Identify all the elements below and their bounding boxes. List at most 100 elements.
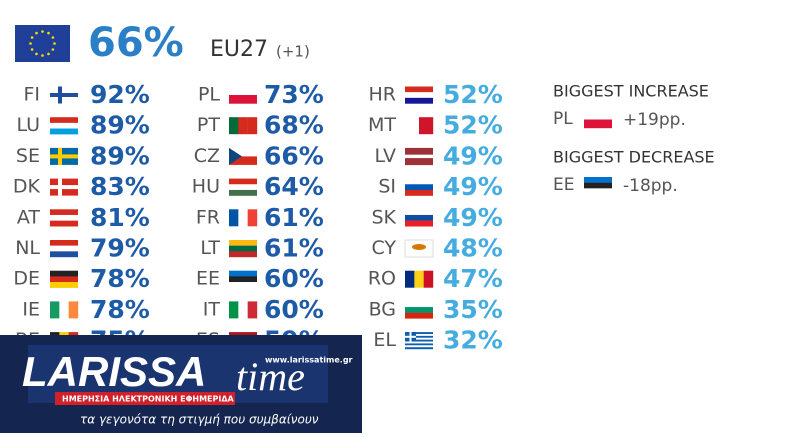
country-row: IT 60% [203, 295, 324, 324]
flag-part [584, 119, 612, 129]
eu-star [41, 30, 44, 33]
logo-tagline: τα γεγονότα τη στιγμή που συμβαίνουν [80, 413, 319, 427]
flag-part [405, 147, 433, 152]
logo-name: LARISSA [22, 348, 206, 395]
eu-value: 66% [88, 20, 184, 66]
country-value: 66% [264, 141, 324, 170]
flag-part [238, 117, 248, 135]
country-code: HR [369, 84, 397, 106]
flag-part [405, 220, 433, 227]
flag-part [229, 95, 257, 104]
country-row: HR 52% [369, 80, 503, 109]
flag-part [50, 276, 78, 283]
flag-part [247, 209, 258, 227]
country-code: RO [368, 268, 396, 290]
logo-name2: time [236, 354, 305, 399]
flag-part [247, 301, 258, 319]
country-value: 49% [443, 141, 503, 170]
highlight-code: EE [553, 175, 574, 195]
country-row: BG 35% [369, 295, 503, 324]
flag-part [405, 335, 416, 338]
flag-part [405, 184, 433, 191]
flag-part [584, 111, 612, 120]
flag-part [50, 220, 78, 227]
country-value: 68% [264, 111, 324, 140]
flag-part [229, 156, 257, 165]
country-code: PT [197, 114, 220, 136]
country-row: LV 49% [375, 141, 503, 170]
flag-part [50, 185, 78, 190]
flag-part [405, 333, 433, 336]
country-code: HU [192, 176, 220, 198]
country-row: IE 78% [22, 295, 149, 324]
flag-part [405, 339, 433, 342]
flag-part [229, 276, 257, 283]
eu-star [47, 52, 50, 56]
country-value: 60% [264, 295, 324, 324]
flag-part [405, 345, 433, 348]
country-code: SE [16, 145, 40, 167]
flag-part [50, 251, 78, 258]
highlight-change: +19pp. [623, 110, 686, 130]
country-value: 47% [443, 264, 503, 293]
country-code: SK [371, 206, 396, 228]
country-code: BG [369, 298, 396, 320]
country-value: 83% [90, 172, 150, 201]
flag-part [50, 214, 78, 221]
flag-part [405, 86, 433, 93]
flag-part [229, 147, 242, 165]
country-row: HU 64% [192, 172, 324, 201]
country-value: 61% [264, 203, 324, 232]
flag-part [414, 270, 424, 288]
country-code: FR [196, 206, 220, 228]
country-code: PL [198, 84, 220, 106]
country-code: CZ [194, 145, 220, 167]
flag-part [405, 214, 433, 221]
flag-part [405, 335, 433, 338]
flag-part [229, 251, 257, 258]
flag-part [229, 245, 257, 252]
flag-part [229, 189, 257, 196]
country-value: 92% [90, 80, 150, 109]
flag-part [68, 301, 79, 319]
flag-part [405, 92, 433, 99]
country-code: IE [22, 298, 40, 320]
flag-part [405, 158, 433, 162]
flag-part [229, 184, 257, 191]
country-row: LU 89% [16, 111, 149, 140]
country-row: EE 60% [196, 264, 324, 293]
highlights: BIGGEST INCREASE PL +19pp. BIGGEST DECREASE… [553, 82, 715, 197]
flag-part [229, 270, 257, 277]
flag-part [50, 154, 78, 159]
eu-star [47, 31, 50, 35]
country-row: CZ 66% [194, 141, 324, 170]
flag-part [405, 301, 433, 308]
flag-part [405, 151, 433, 155]
country-value: 48% [443, 234, 503, 263]
flag-part [50, 301, 60, 319]
flag-part [50, 117, 78, 124]
eu-star [30, 48, 34, 51]
country-code: EL [373, 329, 396, 351]
country-value: 64% [264, 172, 324, 201]
country-value: 81% [90, 203, 150, 232]
flag-part [405, 312, 433, 319]
flag-part [584, 182, 612, 189]
logo-bar [55, 392, 235, 405]
eu-star [51, 48, 55, 51]
country-code: LT [200, 237, 220, 259]
country-code: LU [16, 114, 40, 136]
country-value: 78% [90, 295, 150, 324]
logo-url: www.larissatime.gr [265, 356, 353, 365]
highlight-code: PL [553, 109, 573, 129]
flag-part [229, 301, 239, 319]
flag-part [419, 117, 434, 135]
country-code: DK [13, 176, 41, 198]
flag-part [50, 245, 78, 252]
eu-label: EU27 [210, 37, 268, 62]
flag-part [229, 117, 239, 135]
eu-note: (+1) [276, 43, 310, 61]
flag-part [50, 122, 78, 129]
flag-part [238, 301, 248, 319]
country-value: 89% [90, 141, 150, 170]
